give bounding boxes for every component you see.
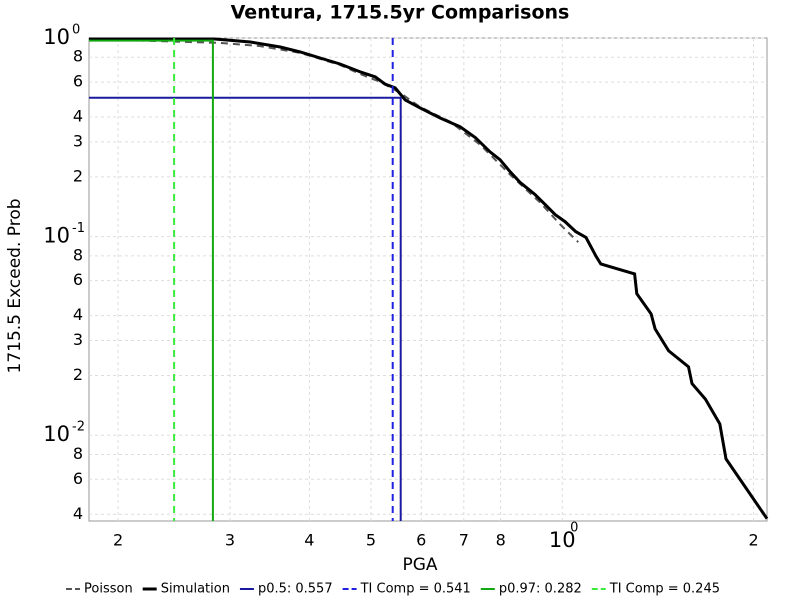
y-tick-label: 3 [73, 131, 83, 150]
x-tick-label: 2 [113, 531, 123, 550]
y-tick-label: 10 [43, 25, 70, 49]
x-tick-exponent: 0 [570, 521, 578, 536]
series-line [89, 37, 769, 520]
y-tick-exponent: -2 [72, 420, 85, 435]
x-tick-label: 7 [459, 531, 469, 550]
series-line [88, 38, 579, 243]
y-tick-label: 2 [73, 365, 83, 384]
legend-label: TI Comp = 0.245 [609, 582, 720, 597]
x-tick-label: 2 [748, 531, 758, 550]
y-tick-exponent: -1 [72, 221, 85, 236]
series-line [89, 96, 402, 521]
y-tick-label: 8 [73, 245, 83, 264]
y-tick-label: 6 [73, 469, 83, 488]
x-tick-label: 4 [304, 531, 314, 550]
y-tick-label: 10 [43, 422, 70, 446]
x-tick-label: 6 [416, 531, 426, 550]
y-axis-label: 1715.5 Exceed. Prob [5, 198, 25, 373]
y-tick-label: 3 [73, 330, 83, 349]
y-tick-label: 8 [73, 444, 83, 463]
x-tick-label: 8 [496, 531, 506, 550]
y-tick-label: 8 [73, 47, 83, 66]
x-tick-label: 3 [225, 531, 235, 550]
y-tick-label: 4 [73, 107, 83, 126]
series-line [89, 39, 214, 521]
chart-title: Ventura, 1715.5yr Comparisons [231, 2, 570, 24]
plot-area [88, 37, 768, 522]
legend-label: Poisson [84, 582, 133, 597]
y-tick-exponent: 0 [72, 23, 80, 38]
legend-label: TI Comp = 0.541 [360, 582, 471, 597]
legend-label: p0.97: 0.282 [499, 582, 582, 597]
y-tick-label: 4 [73, 504, 83, 523]
x-axis-label: PGA [402, 555, 437, 575]
y-tick-label: 6 [73, 270, 83, 289]
x-tick-label: 10 [549, 528, 576, 552]
x-tick-label: 5 [366, 531, 376, 550]
y-tick-label: 6 [73, 72, 83, 91]
y-tick-label: 10 [43, 224, 70, 248]
legend-label: Simulation [161, 582, 230, 597]
y-tick-label: 2 [73, 166, 83, 185]
legend-label: p0.5: 0.557 [258, 582, 333, 597]
y-tick-label: 4 [73, 305, 83, 324]
